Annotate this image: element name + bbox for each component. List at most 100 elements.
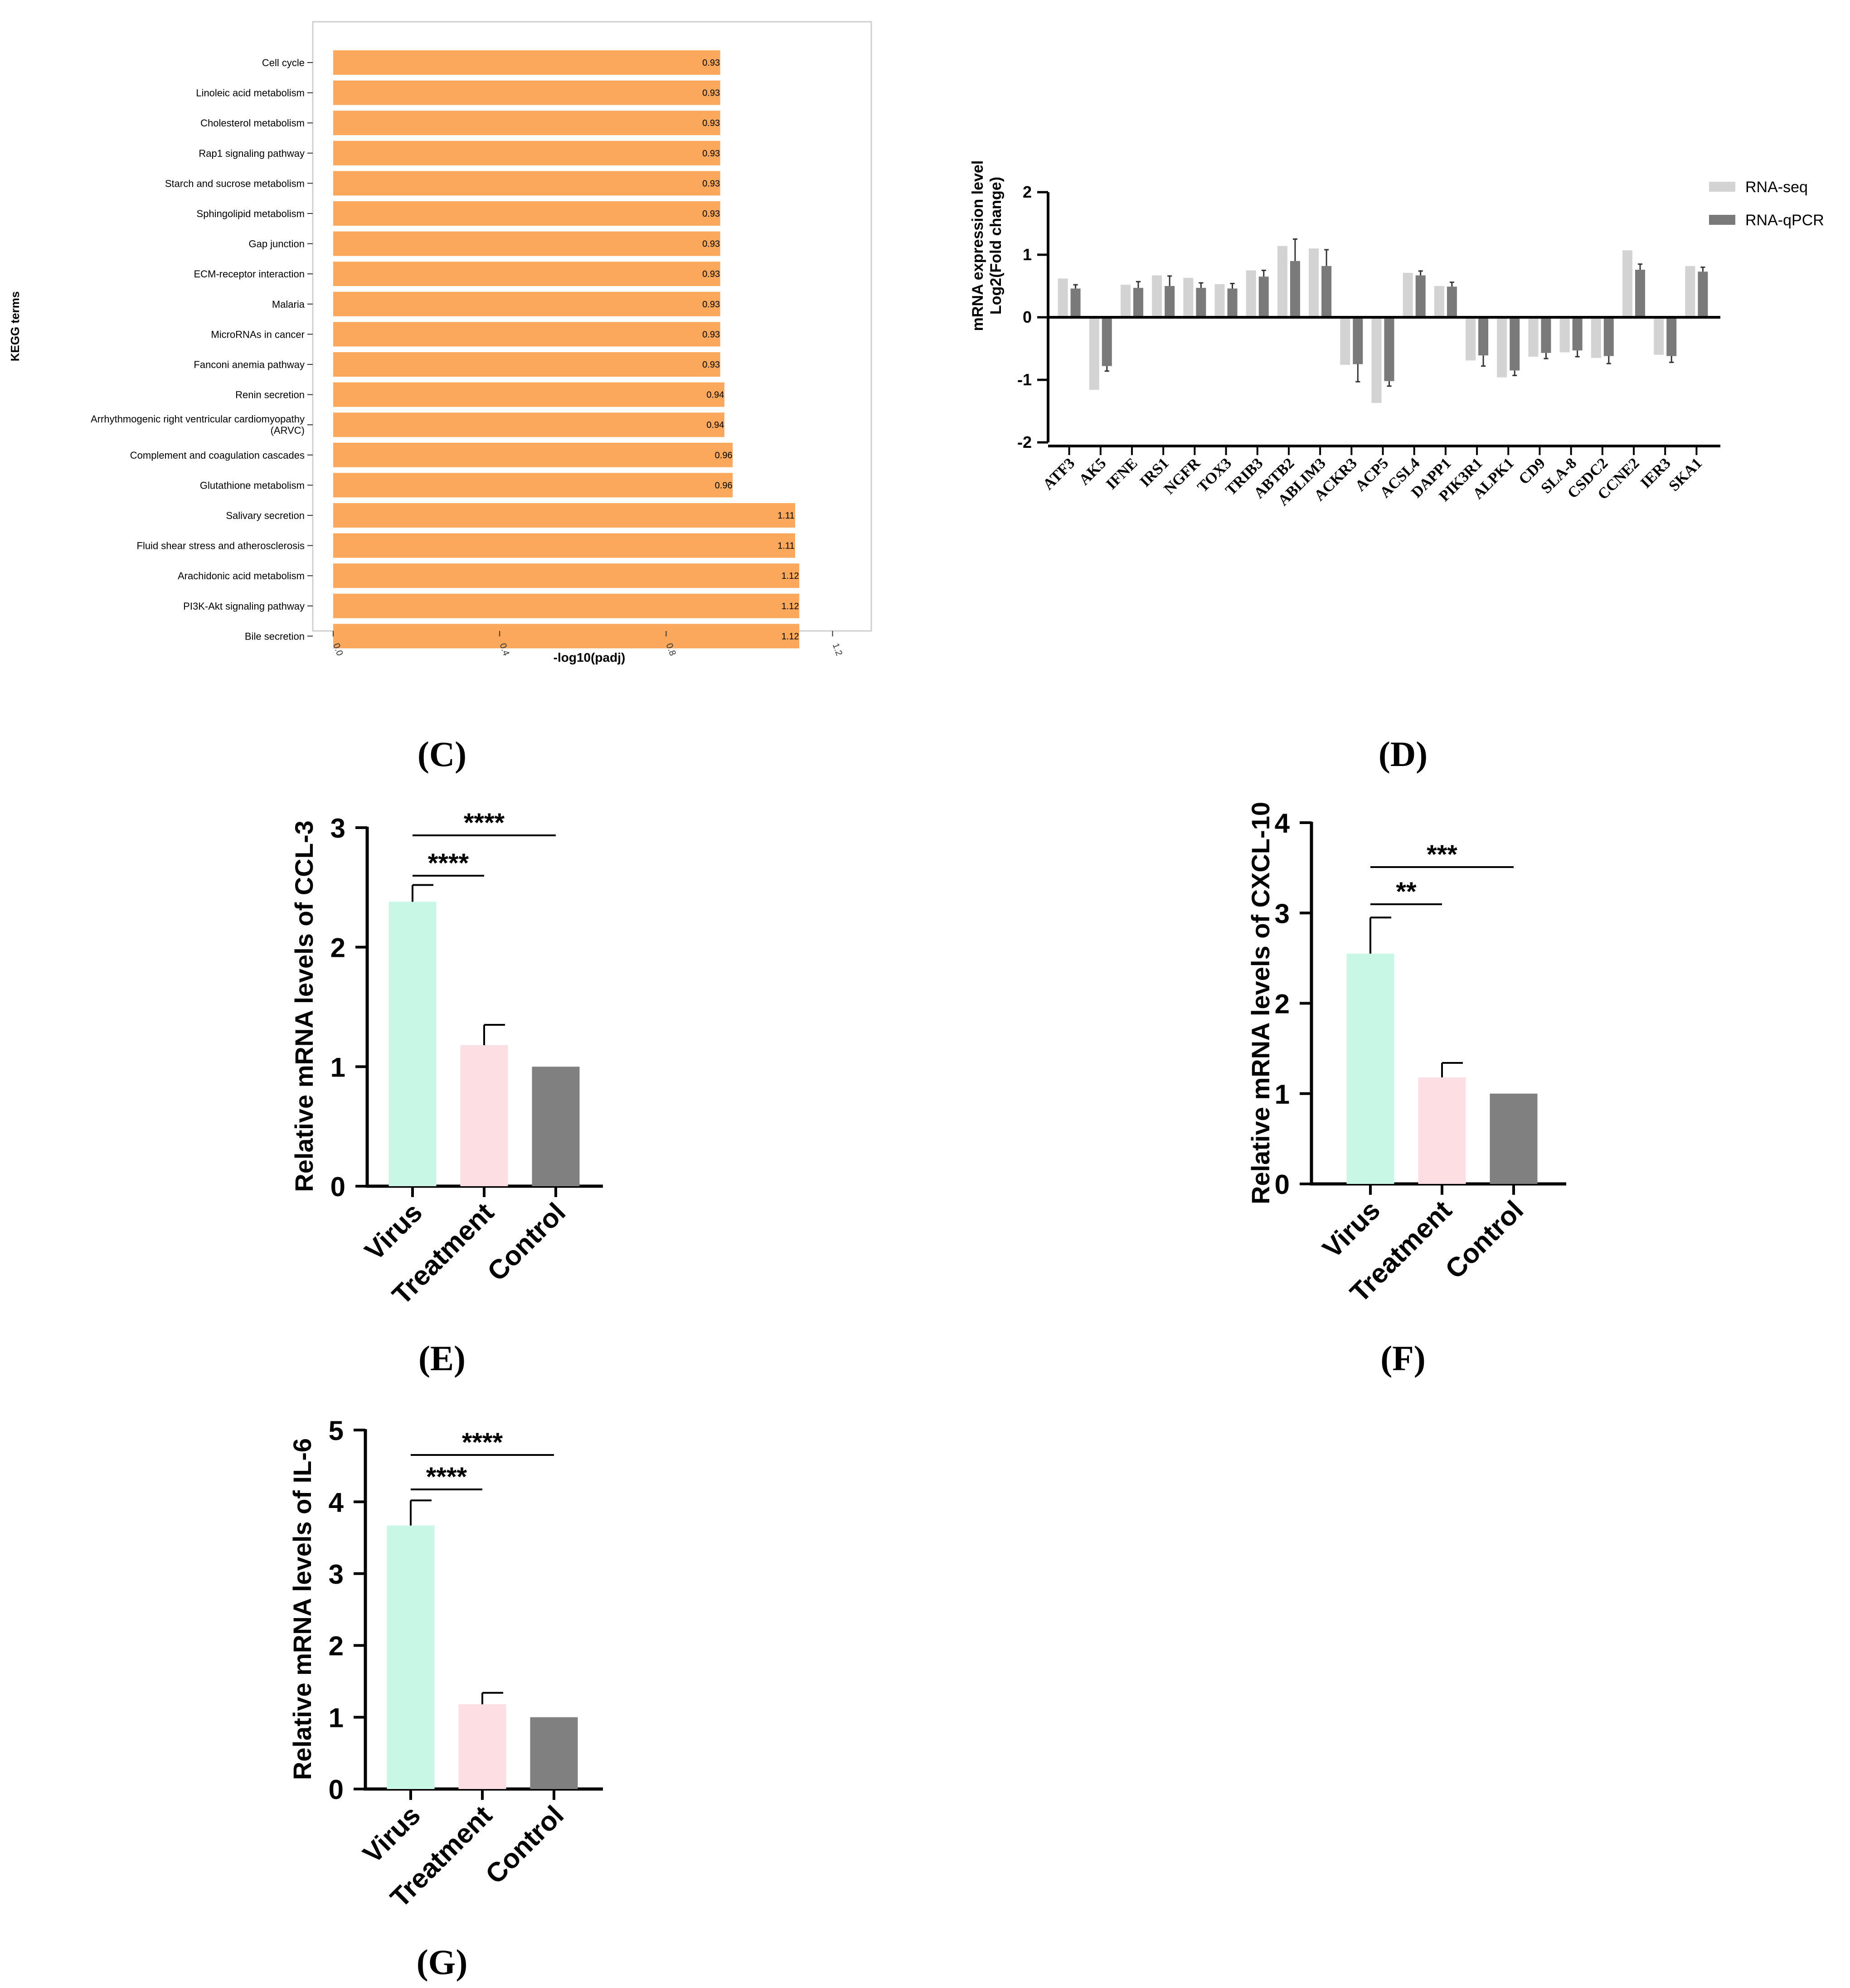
value-label: 0.96 — [715, 451, 733, 461]
bar-rna-qpcr — [1384, 317, 1394, 381]
value-label: 0.93 — [702, 88, 720, 98]
category-label: Cell cycle — [262, 57, 305, 68]
bar — [333, 442, 733, 467]
value-label: 0.93 — [702, 330, 720, 339]
bar-rna-qpcr — [1698, 272, 1708, 317]
bar-rna-seq — [1654, 317, 1664, 355]
y-tick-label: -2 — [1017, 433, 1032, 451]
category-label: ECM-receptor interaction — [194, 268, 305, 280]
y-axis-title: Relative mRNA levels of IL-6 — [288, 1438, 316, 1780]
category-label: SKA1 — [1665, 455, 1705, 495]
significance-label: ** — [1396, 877, 1417, 907]
value-label: 0.93 — [702, 269, 720, 279]
y-tick-label: 5 — [329, 1416, 344, 1446]
value-label: 0.94 — [706, 390, 724, 400]
bar-rna-seq — [1309, 248, 1319, 317]
bar — [333, 473, 733, 498]
bar-rna-seq — [1591, 317, 1601, 358]
y-tick-label: 3 — [1275, 898, 1290, 929]
y-tick-label: 2 — [1275, 989, 1290, 1019]
y-tick-label: 4 — [1275, 808, 1290, 839]
value-label: 1.12 — [782, 631, 799, 641]
bar-rna-seq — [1403, 273, 1413, 317]
bar-rna-seq — [1497, 317, 1507, 378]
category-label: Virus — [357, 1800, 426, 1869]
chart-d-rna-seq-vs-qpcr: -2-1012ATF3AK5IFNEIRS1NGFRTOX3TRIB3ABTB2… — [969, 160, 1824, 509]
bar — [333, 412, 724, 437]
chart-f-cxcl10: 01234VirusTreatmentControl*****Relative … — [1246, 802, 1566, 1308]
bar — [333, 50, 720, 75]
y-tick-label: 1 — [1275, 1079, 1290, 1110]
bar-rna-qpcr — [1603, 317, 1614, 356]
bar-rna-qpcr — [1070, 288, 1081, 317]
bar-rna-qpcr — [1353, 317, 1363, 364]
value-label: 0.94 — [706, 420, 724, 430]
y-axis-title: KEGG terms — [8, 291, 22, 362]
bar — [333, 533, 795, 558]
bar — [387, 1525, 435, 1789]
bar-rna-seq — [1434, 286, 1444, 317]
bar — [333, 171, 720, 196]
bar — [333, 593, 800, 618]
bar — [1490, 1093, 1538, 1184]
bar-rna-qpcr — [1478, 317, 1489, 356]
category-label: Cholesterol metabolism — [200, 117, 305, 129]
category-label: PI3K-Akt signaling pathway — [183, 601, 305, 612]
panel-label-e: (E) — [418, 1338, 466, 1378]
bar-rna-qpcr — [1196, 288, 1206, 317]
category-label: MicroRNAs in cancer — [211, 329, 305, 340]
bar-rna-qpcr — [1227, 288, 1238, 317]
category-label: Starch and sucrose metabolism — [165, 178, 305, 189]
category-label: Bile secretion — [245, 630, 305, 642]
bar-rna-qpcr — [1415, 275, 1426, 317]
y-tick-label: 2 — [330, 933, 345, 963]
chart-e-ccl3: 0123VirusTreatmentControl********Relativ… — [290, 808, 603, 1310]
y-tick-label: 1 — [329, 1703, 344, 1733]
bar — [333, 624, 800, 649]
bar-rna-qpcr — [1572, 317, 1583, 351]
bar-rna-seq — [1528, 317, 1539, 357]
category-label: Control — [481, 1197, 571, 1287]
category-label: Control — [1439, 1195, 1529, 1285]
bar-rna-qpcr — [1258, 276, 1269, 317]
bar-rna-qpcr — [1666, 317, 1677, 356]
bar-rna-seq — [1622, 250, 1633, 317]
y-tick-label: -1 — [1017, 370, 1032, 389]
value-label: 1.11 — [777, 541, 794, 551]
bar-rna-qpcr — [1290, 261, 1300, 317]
panel-label-g: (G) — [417, 1942, 468, 1982]
category-label: Renin secretion — [235, 389, 305, 401]
category-label: Malaria — [272, 299, 305, 310]
bar-rna-qpcr — [1541, 317, 1551, 353]
y-tick-label: 2 — [1023, 183, 1032, 201]
significance-label: **** — [426, 1462, 467, 1492]
bar-rna-qpcr — [1321, 266, 1332, 317]
bar-rna-seq — [1559, 317, 1570, 353]
bar-rna-seq — [1466, 317, 1476, 361]
panel-label-c: (C) — [418, 734, 466, 774]
bar-rna-seq — [1152, 275, 1162, 317]
category-label: ATF3 — [1040, 455, 1078, 493]
panel-label-f: (F) — [1380, 1338, 1426, 1378]
y-axis-title: Relative mRNA levels of CCL-3 — [290, 820, 318, 1192]
bar-rna-seq — [1246, 270, 1256, 317]
bar — [458, 1704, 506, 1789]
category-label: Virus — [1316, 1195, 1386, 1264]
bar — [460, 1045, 508, 1186]
bar-rna-seq — [1371, 317, 1382, 403]
legend-swatch — [1709, 215, 1735, 225]
value-label: 1.11 — [777, 511, 794, 521]
bar-rna-qpcr — [1510, 317, 1520, 371]
category-label: Virus — [359, 1197, 428, 1266]
bar — [532, 1067, 580, 1186]
category-label: Fanconi anemia pathway — [194, 359, 305, 370]
y-axis-title: Relative mRNA levels of CXCL-10 — [1246, 802, 1275, 1204]
bar — [388, 902, 437, 1186]
y-tick-label: 1 — [330, 1052, 345, 1082]
bar-rna-qpcr — [1102, 317, 1112, 366]
value-label: 1.12 — [782, 601, 799, 611]
significance-label: **** — [464, 808, 505, 838]
bar-rna-qpcr — [1447, 286, 1457, 317]
x-axis-title: -log10(padj) — [554, 650, 626, 664]
y-axis-title: Log2(Fold change) — [987, 177, 1005, 315]
